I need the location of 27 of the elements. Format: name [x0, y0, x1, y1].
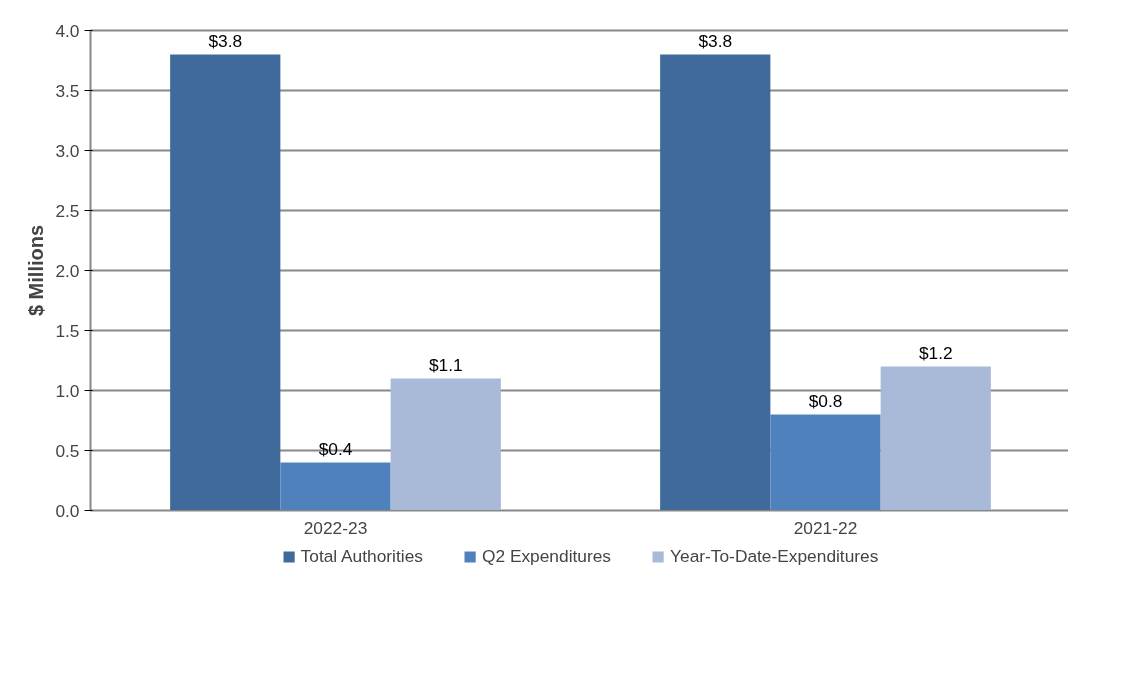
data-label: $3.8	[698, 30, 733, 51]
legend-label: Q2 Expenditures	[481, 545, 612, 567]
bar	[170, 54, 281, 511]
bar	[770, 414, 881, 511]
bar	[280, 462, 391, 511]
y-tick-label: 4.0	[55, 20, 80, 41]
legend-label: Year-To-Date-Expenditures	[670, 545, 879, 567]
y-tick-label: 1.5	[55, 320, 80, 341]
bar	[390, 378, 501, 511]
legend-label: Total Authorities	[300, 545, 423, 567]
bar	[880, 366, 991, 511]
y-tick-label: 2.0	[55, 260, 80, 281]
y-tick-label: 0.0	[55, 500, 80, 521]
y-tick-label: 3.0	[55, 140, 80, 161]
data-label: $1.2	[918, 342, 953, 363]
y-tick-label: 1.0	[55, 380, 80, 401]
bar	[660, 54, 771, 511]
data-label: $1.1	[428, 354, 463, 375]
y-tick-label: 2.5	[55, 200, 80, 221]
y-axis-title: $ Millions	[25, 224, 48, 317]
data-label: $0.4	[318, 438, 353, 459]
x-tick-label: 2021-22	[793, 517, 858, 538]
x-tick-label: 2022-23	[303, 517, 368, 538]
data-label: $0.8	[808, 390, 843, 411]
y-tick-label: 0.5	[55, 440, 80, 461]
y-tick-label: 3.5	[55, 80, 80, 101]
data-label: $3.8	[208, 30, 243, 51]
